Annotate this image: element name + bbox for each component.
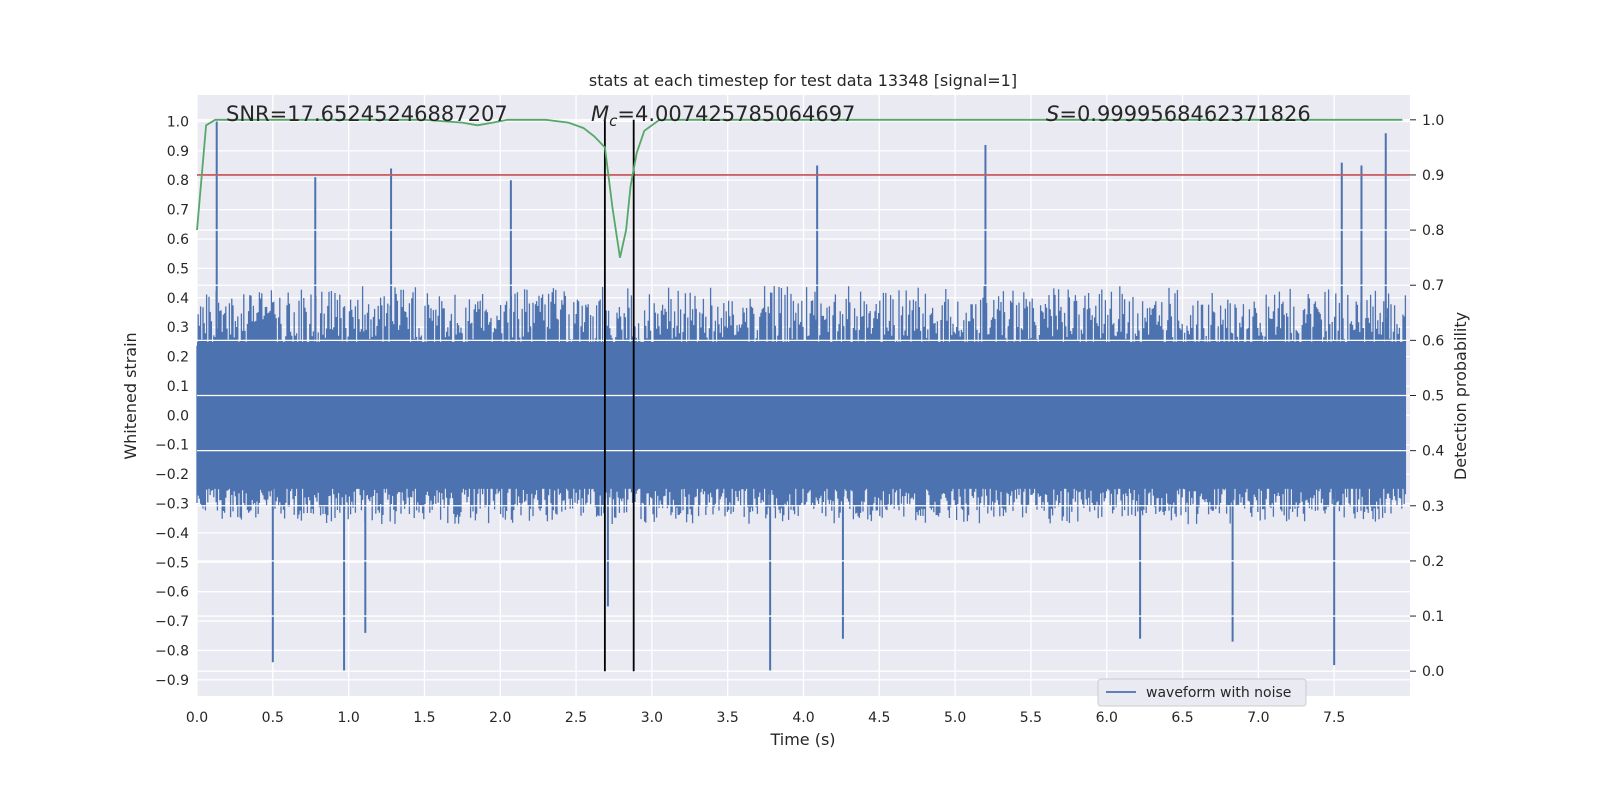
y-left-tick-label: −0.6 <box>155 585 189 601</box>
chirp-mass-value: =4.007425785064697 <box>617 102 855 126</box>
y-left-tick-label: −0.8 <box>155 643 189 659</box>
y-right-tick-label: 0.9 <box>1422 168 1444 184</box>
y-left-tick-label: 0.1 <box>167 379 189 395</box>
x-tick-label: 4.0 <box>792 710 814 726</box>
y-left-tick-label: 0.7 <box>167 203 189 219</box>
y-left-tick-label: −0.5 <box>155 555 189 571</box>
y-left-tick-label: 0.4 <box>167 291 189 307</box>
y-left-tick-label: 0.9 <box>167 144 189 160</box>
y-right-tick-label: 0.3 <box>1422 499 1444 515</box>
right-axis-ticks: 1.0 0.9 0.8 0.7 0.6 0.5 0.4 0.3 0.2 0.1 0.0 <box>1410 113 1444 680</box>
y-right-tick-label: 0.6 <box>1422 333 1444 349</box>
x-tick-label: 7.0 <box>1247 710 1269 726</box>
y-left-tick-label: 0.5 <box>167 261 189 277</box>
x-tick-label: 5.0 <box>944 710 966 726</box>
y-right-tick-label: 0.1 <box>1422 609 1444 625</box>
y-left-tick-label: 0.6 <box>167 232 189 248</box>
detection-statistic-value: =0.9999568462371826 <box>1059 102 1310 126</box>
y-left-tick-label: 0.2 <box>167 350 189 366</box>
detection-statistic-annotation: S=0.9999568462371826 <box>1046 102 1311 126</box>
y-right-tick-label: 0.0 <box>1422 664 1444 680</box>
y-left-tick-label: −0.7 <box>155 614 189 630</box>
y-right-tick-label: 0.4 <box>1422 444 1444 460</box>
y-right-tick-label: 1.0 <box>1422 113 1444 129</box>
y-left-tick-label: 0.3 <box>167 320 189 336</box>
waveform-dense-core <box>197 341 1406 489</box>
y-left-tick-label: 1.0 <box>167 114 189 130</box>
x-tick-label: 1.0 <box>337 710 359 726</box>
x-tick-label: 3.5 <box>717 710 739 726</box>
detection-probability-line <box>196 118 1403 258</box>
legend: waveform with noise <box>1097 678 1307 707</box>
waveform-series <box>196 121 1407 672</box>
x-tick-label: 3.0 <box>641 710 663 726</box>
y-left-tick-label: −0.2 <box>155 467 189 483</box>
probability-overlay <box>196 118 1410 672</box>
x-tick-label: 7.5 <box>1323 710 1345 726</box>
x-tick-label: 1.5 <box>413 710 435 726</box>
x-tick-label: 6.0 <box>1096 710 1118 726</box>
x-tick-label: 0.0 <box>186 710 208 726</box>
x-tick-label: 2.5 <box>565 710 587 726</box>
x-tick-label: 4.5 <box>868 710 890 726</box>
legend-box <box>1097 678 1307 707</box>
y-left-tick-label: −0.3 <box>155 497 189 513</box>
y-left-tick-label: 0.8 <box>167 173 189 189</box>
legend-label-waveform: waveform with noise <box>1146 685 1291 701</box>
y-right-tick-label: 0.8 <box>1422 223 1444 239</box>
x-tick-label: 5.5 <box>1020 710 1042 726</box>
right-axis-label: Detection probability <box>1451 312 1470 480</box>
x-axis-label: Time (s) <box>769 730 835 749</box>
y-right-tick-label: 0.2 <box>1422 554 1444 570</box>
detection-statistic-symbol: S <box>1046 102 1059 126</box>
y-right-tick-label: 0.5 <box>1422 389 1444 405</box>
y-left-tick-label: −0.9 <box>155 673 189 689</box>
chirp-mass-annotation: Mc=4.007425785064697 <box>591 102 855 130</box>
chirp-mass-subscript: c <box>609 112 618 130</box>
chart-title: stats at each timestep for test data 133… <box>589 71 1017 90</box>
y-left-tick-label: −0.1 <box>155 438 189 454</box>
left-axis-ticks: 1.0 0.9 0.8 0.7 0.6 0.5 0.4 0.3 0.2 0.1 0.0 −0.1 −0.… <box>155 114 189 688</box>
x-tick-label: 0.5 <box>262 710 284 726</box>
snr-annotation: SNR=17.65245246887207 <box>226 102 508 126</box>
y-left-tick-label: −0.4 <box>155 526 189 542</box>
y-right-tick-label: 0.7 <box>1422 278 1444 294</box>
x-axis-ticks: 0.0 0.5 1.0 1.5 2.0 2.5 3.0 3.5 4.0 4.5 5.0 5.5 6.0 6… <box>186 710 1345 726</box>
y-left-tick-label: 0.0 <box>167 408 189 424</box>
x-tick-label: 2.0 <box>489 710 511 726</box>
x-tick-label: 6.5 <box>1171 710 1193 726</box>
chirp-mass-symbol: M <box>591 102 609 126</box>
left-axis-label: Whitened strain <box>121 332 140 459</box>
